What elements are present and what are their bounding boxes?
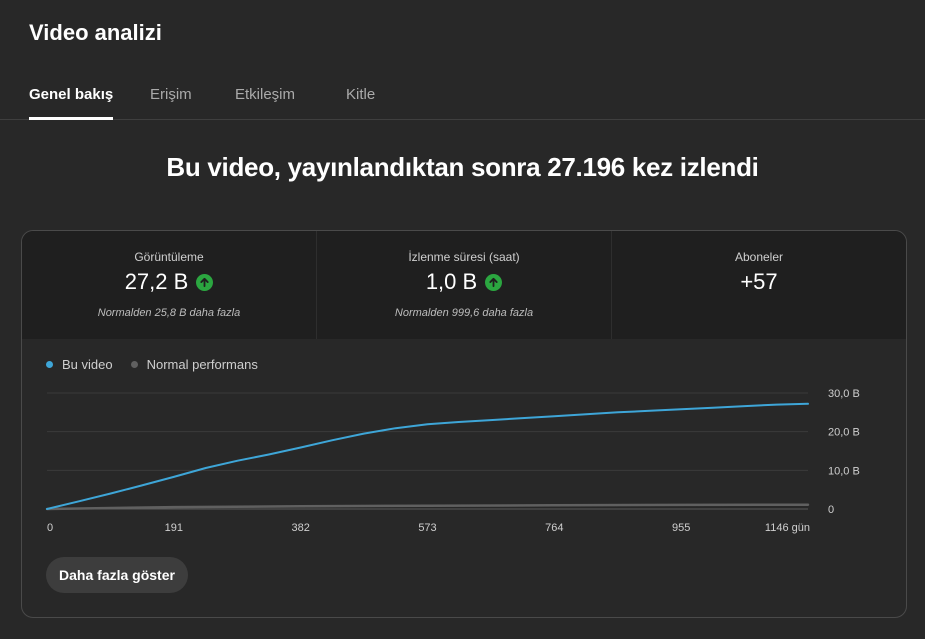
arrow-up-icon	[485, 273, 503, 291]
legend-item-typical: Normal performans	[130, 357, 258, 372]
y-tick-label: 30,0 B	[828, 388, 860, 400]
tab-reach[interactable]: Erişim	[150, 86, 192, 103]
x-tick-label: 382	[291, 522, 309, 534]
arrow-up-icon	[196, 273, 214, 291]
metric-value: 27,2 B	[124, 269, 189, 294]
x-tick-label: 1146 gün	[765, 522, 810, 534]
page-title: Video analizi	[29, 20, 162, 45]
y-tick-label: 10,0 B	[828, 465, 860, 477]
legend-label: Bu video	[62, 357, 113, 372]
y-tick-label: 20,0 B	[828, 427, 860, 439]
headline: Bu video, yayınlandıktan sonra 27.196 ke…	[166, 152, 759, 182]
metric-comparison: Normalden 25,8 B daha fazla	[97, 307, 241, 319]
x-tick-label: 0	[47, 522, 53, 534]
metric-label: İzlenme süresi (saat)	[408, 250, 520, 264]
metric-subscribers[interactable]: Aboneler +57	[612, 231, 906, 339]
tab-bar: Genel bakış Erişim Etkileşim Kitle	[0, 74, 925, 120]
show-more-button[interactable]: Daha fazla göster	[46, 557, 188, 593]
metric-label: Görüntüleme	[134, 250, 204, 264]
y-tick-label: 0	[828, 504, 834, 516]
views-chart[interactable]: 30,0 B 20,0 B 10,0 B 0 0 191 382 573 764 955 1146 …	[22, 381, 906, 551]
series-line-this-video	[46, 402, 809, 510]
x-tick-label: 191	[165, 522, 183, 534]
x-tick-label: 955	[672, 522, 690, 534]
legend-item-this-video: Bu video	[46, 357, 113, 372]
x-tick-label: 764	[545, 522, 563, 534]
metric-label: Aboneler	[734, 250, 784, 264]
tab-overview[interactable]: Genel bakış	[29, 86, 114, 120]
legend-dot-icon	[130, 361, 138, 368]
legend-dot-icon	[46, 361, 53, 368]
metric-comparison: Normalden 999,6 daha fazla	[394, 307, 534, 319]
analytics-card: Görüntüleme 27,2 B Normalden 25,8 B daha…	[21, 230, 907, 618]
metric-cards: Görüntüleme 27,2 B Normalden 25,8 B daha…	[22, 231, 906, 339]
metric-watch-time[interactable]: İzlenme süresi (saat) 1,0 B Normalden 99…	[317, 231, 612, 339]
metric-value: +57	[740, 269, 778, 294]
x-tick-label: 573	[418, 522, 436, 534]
legend-label: Normal performans	[146, 357, 258, 372]
chart-legend: Bu video Normal performans	[46, 357, 258, 372]
series-line-typical	[45, 503, 810, 511]
metric-views[interactable]: Görüntüleme 27,2 B Normalden 25,8 B daha…	[22, 231, 317, 339]
tab-engagement[interactable]: Etkileşim	[235, 86, 296, 103]
tab-audience[interactable]: Kitle	[346, 86, 376, 103]
metric-value: 1,0 B	[425, 269, 478, 294]
